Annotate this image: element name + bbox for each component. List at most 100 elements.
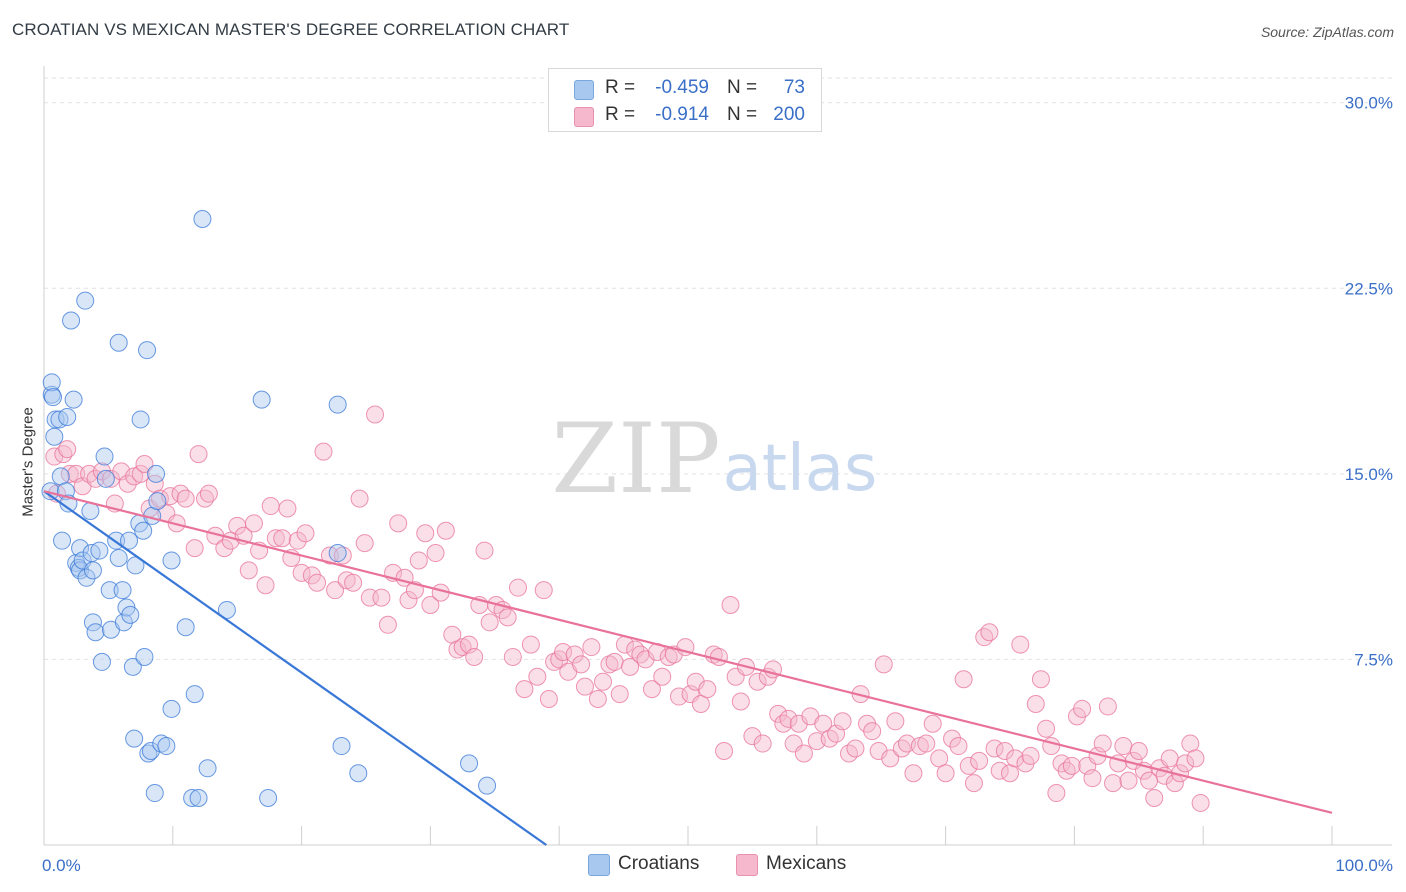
mexican-point — [185, 539, 204, 558]
mexican-point — [923, 714, 942, 733]
croatian-point — [134, 521, 153, 540]
watermark-zip: ZIP — [551, 403, 720, 515]
croatian-point — [259, 788, 278, 807]
mexican-point — [1098, 697, 1117, 716]
mexican-point — [949, 737, 968, 756]
croatian-point — [162, 551, 181, 570]
croatian-point — [193, 210, 212, 229]
mexican-point — [565, 645, 584, 664]
croatian-point — [131, 410, 150, 429]
mexican-point — [769, 704, 788, 723]
r-label: R = — [605, 77, 636, 98]
mexican-point — [326, 581, 345, 600]
mexican-point — [244, 514, 263, 533]
mexican-point — [936, 764, 955, 783]
mexican-point — [731, 692, 750, 711]
mexican-point — [1160, 749, 1179, 768]
y-tick-label: 15.0% — [1345, 465, 1393, 484]
croatian-point — [100, 581, 119, 600]
r-value: -0.914 — [655, 104, 709, 125]
mexican-point — [355, 534, 374, 553]
mexican-point — [515, 680, 534, 699]
x-tick-label: 100.0% — [1335, 856, 1393, 875]
y-axis-title: Master's Degree — [19, 407, 37, 517]
croatian-point — [328, 395, 347, 414]
r-label: R = — [605, 104, 636, 125]
croatian-point — [90, 541, 109, 560]
croatian-point — [120, 531, 139, 550]
legend-row-croatians: R = -0.459 N = 73 — [549, 73, 821, 101]
croatian-point — [86, 623, 105, 642]
mexican-point — [399, 591, 418, 610]
mexican-point — [985, 739, 1004, 758]
croatian-point — [45, 427, 64, 446]
mexican-point — [1073, 699, 1092, 718]
n-label: N = — [727, 77, 758, 98]
mexican-point — [621, 657, 640, 676]
x-tick-label: 0.0% — [42, 856, 81, 875]
mexican-point — [588, 690, 607, 709]
mexican-point — [1062, 756, 1081, 775]
watermark: ZIP atlas — [551, 403, 877, 515]
tick-labels: 7.5% 15.0% 22.5% 30.0% 0.0% 100.0% — [42, 94, 1393, 875]
mexican-point — [1047, 784, 1066, 803]
mexican-point — [176, 489, 195, 508]
mexican-point — [288, 531, 307, 550]
mexican-point — [743, 727, 762, 746]
mexican-point — [539, 690, 558, 709]
mexican-point — [774, 714, 793, 733]
mexican-point — [101, 469, 120, 488]
mexican-point — [669, 687, 688, 706]
mexican-point — [582, 638, 601, 657]
trend-lines — [43, 490, 1333, 846]
mexican-point — [975, 628, 994, 647]
croatian-point — [58, 407, 77, 426]
croatian-point — [157, 737, 176, 756]
mexican-point — [753, 734, 772, 753]
croatian-point — [478, 776, 497, 795]
mexican-point — [350, 489, 369, 508]
mexican-point — [833, 712, 852, 731]
mexican-point — [1176, 754, 1195, 773]
mexican-point — [904, 764, 923, 783]
croatian-point — [152, 734, 171, 753]
mexican-point — [959, 756, 978, 775]
mexican-point — [278, 499, 297, 518]
croatian-point — [162, 699, 181, 718]
croatian-point — [183, 788, 202, 807]
mexican-point — [943, 729, 962, 748]
croatian-point — [189, 788, 208, 807]
croatian-point — [114, 613, 133, 632]
croatian-point — [328, 544, 347, 563]
r-value: -0.459 — [655, 77, 709, 98]
mexican-point — [779, 709, 798, 728]
croatian-point — [121, 605, 140, 624]
mexican-point — [534, 581, 553, 600]
mexican-point — [1083, 769, 1102, 788]
mexican-point — [1011, 635, 1030, 654]
croatian-point — [109, 333, 128, 352]
croatian-point — [46, 410, 65, 429]
mexican-point — [964, 774, 983, 793]
croatian-point — [44, 388, 63, 407]
mexican-point — [436, 521, 455, 540]
mexican-point — [1093, 734, 1112, 753]
mexican-point — [131, 464, 150, 483]
mexican-point — [1006, 749, 1025, 768]
croatian-point — [332, 737, 351, 756]
mexican-point — [498, 608, 517, 627]
mexican-point — [980, 623, 999, 642]
mexican-point — [366, 405, 385, 424]
mexican-point — [554, 643, 573, 662]
mexican-point — [1057, 761, 1076, 780]
mexican-point — [1145, 788, 1164, 807]
mexican-point — [58, 440, 77, 459]
mexican-point — [378, 615, 397, 634]
croatian-point — [135, 647, 154, 666]
mexican-point — [892, 739, 911, 758]
croatian-point — [145, 784, 164, 803]
mexican-point — [1037, 719, 1056, 738]
chart-title: CROATIAN VS MEXICAN MASTER'S DEGREE CORR… — [12, 20, 570, 39]
mexican-point — [150, 489, 169, 508]
mexican-point — [970, 751, 989, 770]
